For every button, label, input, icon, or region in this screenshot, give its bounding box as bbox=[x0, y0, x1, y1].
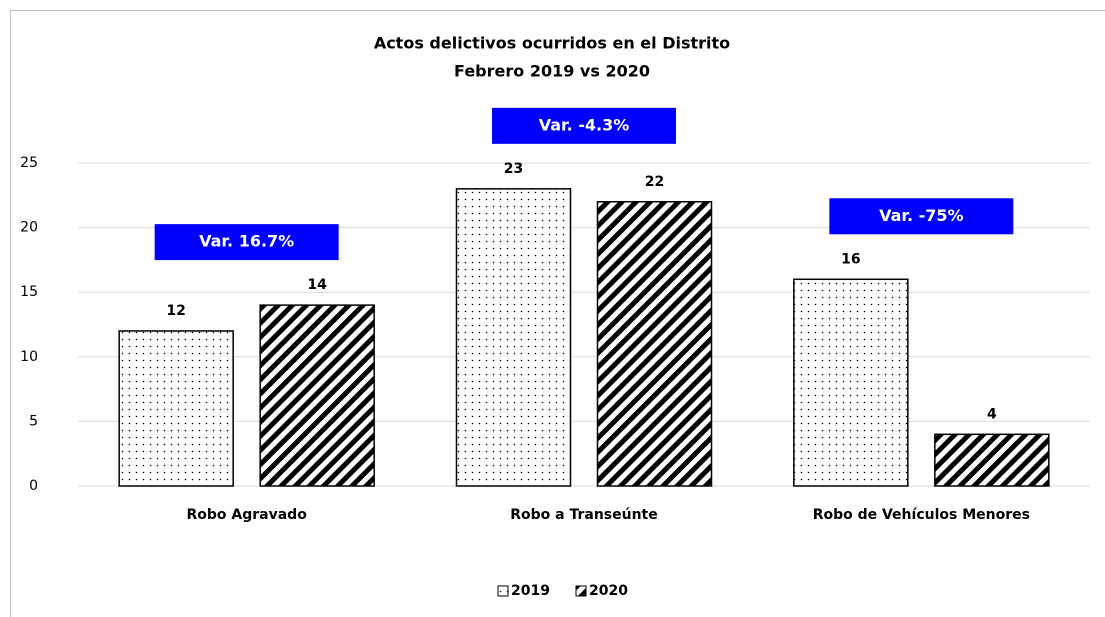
bar bbox=[118, 330, 234, 487]
y-tick-label: 20 bbox=[20, 220, 38, 236]
annotation-box bbox=[154, 224, 339, 261]
bar bbox=[793, 278, 909, 487]
bar bbox=[455, 188, 572, 487]
annotation-box bbox=[492, 107, 676, 144]
value-label: 4 bbox=[987, 406, 997, 422]
chart-subtitle: Febrero 2019 vs 2020 bbox=[454, 62, 650, 81]
annotation: Var. 16.7% bbox=[199, 232, 294, 251]
value-label: 16 bbox=[841, 251, 860, 267]
chart-title: Actos delictivos ocurridos en el Distrit… bbox=[374, 34, 730, 53]
x-tick-label: Robo Agravado bbox=[186, 507, 307, 523]
y-tick-label: 25 bbox=[20, 155, 38, 171]
y-tick-label: 15 bbox=[20, 284, 38, 300]
y-tick-label: 0 bbox=[29, 478, 38, 494]
value-label: 14 bbox=[307, 277, 327, 293]
value-label: 22 bbox=[645, 174, 664, 190]
bar bbox=[259, 304, 375, 487]
legend-swatch bbox=[497, 585, 509, 597]
legend-label: 2020 bbox=[589, 583, 628, 599]
y-tick-label: 5 bbox=[29, 413, 38, 429]
bar bbox=[934, 433, 1050, 487]
value-label: 23 bbox=[504, 161, 523, 177]
annotation-box bbox=[829, 198, 1014, 235]
y-tick-label: 10 bbox=[20, 349, 38, 365]
annotation: Var. -75% bbox=[879, 206, 964, 225]
bar bbox=[596, 201, 713, 487]
legend-swatch bbox=[575, 585, 587, 597]
annotation: Var. -4.3% bbox=[539, 115, 630, 134]
legend-label: 2019 bbox=[511, 583, 550, 599]
x-tick-label: Robo a Transeúnte bbox=[510, 507, 658, 523]
x-tick-label: Robo de Vehículos Menores bbox=[813, 507, 1030, 523]
value-label: 12 bbox=[166, 303, 185, 319]
